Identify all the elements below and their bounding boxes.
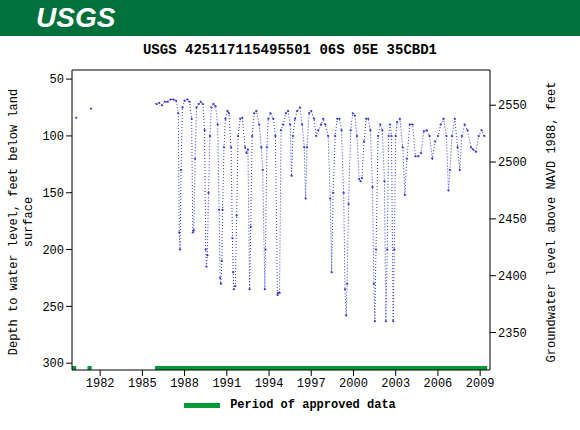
svg-text:1991: 1991 [212, 377, 241, 391]
svg-text:2003: 2003 [381, 377, 410, 391]
svg-text:150: 150 [42, 187, 64, 201]
html-text:Depth to water level, feet bel: Depth to water level, feet below land su… [7, 88, 36, 356]
svg-text:2500: 2500 [498, 156, 527, 170]
html-text:USGS: USGS [36, 2, 116, 33]
svg-text:50: 50 [50, 73, 64, 87]
svg-text:300: 300 [42, 357, 64, 371]
svg-text:2450: 2450 [498, 213, 527, 227]
svg-text:100: 100 [42, 130, 64, 144]
svg-text:2350: 2350 [498, 327, 527, 341]
svg-text:2009: 2009 [466, 377, 495, 391]
html-text:Groundwater level above NAVD 1: Groundwater level above NAVD 1988, feet [544, 81, 559, 363]
html-text:Period of approved data: Period of approved data [230, 398, 396, 412]
svg-text:1988: 1988 [170, 377, 199, 391]
svg-text:1982: 1982 [86, 377, 115, 391]
svg-text:1997: 1997 [297, 377, 326, 391]
svg-text:2400: 2400 [498, 270, 527, 284]
svg-text:1994: 1994 [255, 377, 284, 391]
html-text:USGS 425117115495501 06S 05E 3: USGS 425117115495501 06S 05E 35CBD1 [143, 42, 437, 58]
svg-text:2006: 2006 [424, 377, 453, 391]
svg-text:2550: 2550 [498, 99, 527, 113]
svg-text:250: 250 [42, 301, 64, 315]
svg-text:200: 200 [42, 244, 64, 258]
svg-text:1985: 1985 [128, 377, 157, 391]
svg-text:2000: 2000 [339, 377, 368, 391]
